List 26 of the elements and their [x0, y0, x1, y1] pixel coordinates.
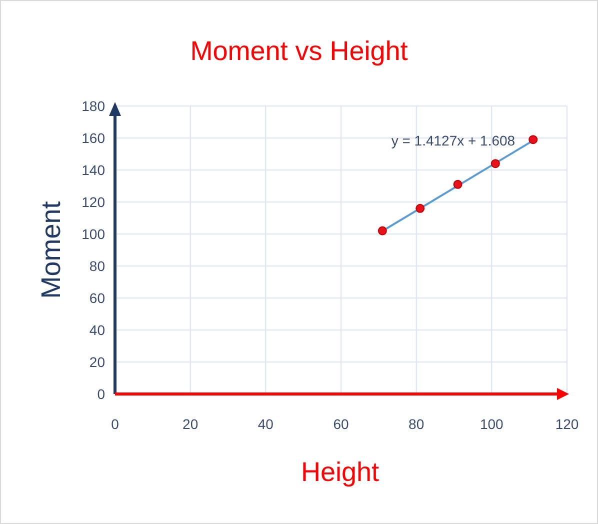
annotation: y = 1.4127x + 1.608 — [391, 132, 516, 149]
point — [453, 180, 462, 189]
point — [490, 159, 500, 168]
y-tick-label: 0 — [97, 386, 106, 402]
point — [378, 226, 387, 236]
x-tick-label: 60 — [333, 416, 349, 432]
x-tick-label: 40 — [258, 416, 274, 432]
y-tick-label: 80 — [89, 258, 106, 274]
x-tick-label: 20 — [182, 416, 198, 432]
y-tick-label: 100 — [82, 226, 106, 242]
y-axis-title: Moment — [36, 200, 66, 299]
x-tick-label: 100 — [480, 416, 504, 432]
chart-title: Moment vs Height — [190, 36, 408, 66]
point — [528, 135, 538, 144]
y-tick-label: 140 — [82, 162, 106, 178]
y-tick-label: 120 — [82, 194, 106, 210]
y-tick-label: 160 — [82, 130, 106, 146]
x-tick-label: 80 — [408, 416, 424, 432]
y-tick-label: 180 — [82, 98, 106, 114]
y-tick-label: 40 — [89, 322, 106, 338]
x-axis-title: Height — [300, 457, 380, 487]
point — [416, 204, 425, 213]
y-tick-label: 60 — [89, 290, 106, 306]
x-tick-label: 0 — [111, 416, 120, 432]
y-tick-label: 20 — [89, 354, 106, 370]
x-tick-label: 120 — [555, 416, 579, 432]
